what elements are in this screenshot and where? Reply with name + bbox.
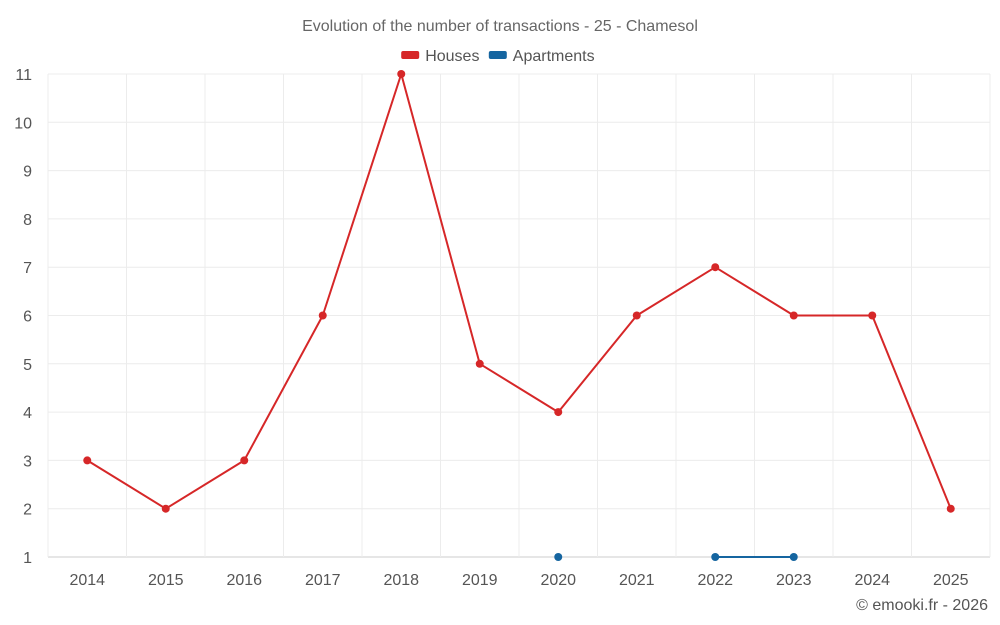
credit-text: © emooki.fr - 2026 (856, 597, 988, 614)
y-axis-ticks: 1 2 3 4 5 6 7 8 9 10 11 (14, 67, 32, 567)
data-point[interactable] (711, 263, 720, 272)
x-tick-label: 2019 (462, 572, 498, 589)
legend: Houses Apartments (401, 48, 595, 65)
data-point[interactable] (240, 456, 249, 465)
x-tick-label: 2016 (226, 572, 262, 589)
x-tick-label: 2021 (619, 572, 655, 589)
y-tick-label: 11 (15, 67, 32, 84)
y-tick-label: 4 (23, 405, 32, 422)
data-point[interactable] (632, 311, 641, 320)
x-tick-label: 2023 (776, 572, 812, 589)
data-point[interactable] (789, 311, 798, 320)
x-tick-label: 2022 (697, 572, 733, 589)
series-line (86, 73, 952, 510)
x-tick-label: 2018 (383, 572, 419, 589)
x-tick-label: 2017 (305, 572, 341, 589)
legend-label[interactable]: Houses (425, 48, 479, 65)
y-tick-label: 5 (23, 357, 32, 374)
data-point[interactable] (554, 553, 563, 561)
data-point[interactable] (868, 311, 877, 320)
y-tick-label: 8 (23, 212, 32, 229)
x-tick-label: 2020 (540, 572, 576, 589)
data-point[interactable] (318, 311, 327, 320)
y-tick-label: 10 (14, 115, 32, 132)
x-tick-label: 2015 (148, 572, 184, 589)
data-point[interactable] (475, 359, 484, 368)
data-point[interactable] (789, 553, 798, 561)
series (83, 70, 955, 561)
data-point[interactable] (554, 408, 563, 417)
data-point[interactable] (83, 456, 92, 465)
y-tick-label: 2 (23, 502, 32, 519)
y-tick-label: 9 (23, 164, 32, 181)
legend-swatch[interactable] (488, 51, 507, 59)
data-point[interactable] (161, 504, 170, 513)
x-axis-ticks: 2014 2015 2016 2017 2018 2019 2020 2021 2022 2023… (69, 572, 968, 589)
legend-swatch[interactable] (401, 51, 420, 59)
data-point[interactable] (711, 553, 720, 561)
y-tick-label: 7 (23, 260, 32, 277)
x-tick-label: 2025 (933, 572, 969, 589)
y-tick-label: 1 (23, 550, 32, 567)
grid (47, 73, 991, 558)
y-tick-label: 6 (23, 309, 32, 326)
data-point[interactable] (397, 70, 406, 78)
data-point[interactable] (946, 504, 955, 513)
x-tick-label: 2024 (854, 572, 890, 589)
legend-label[interactable]: Apartments (513, 48, 595, 65)
chart-title: Evolution of the number of transactions … (302, 18, 698, 35)
y-tick-label: 3 (23, 453, 32, 470)
x-tick-label: 2014 (69, 572, 105, 589)
